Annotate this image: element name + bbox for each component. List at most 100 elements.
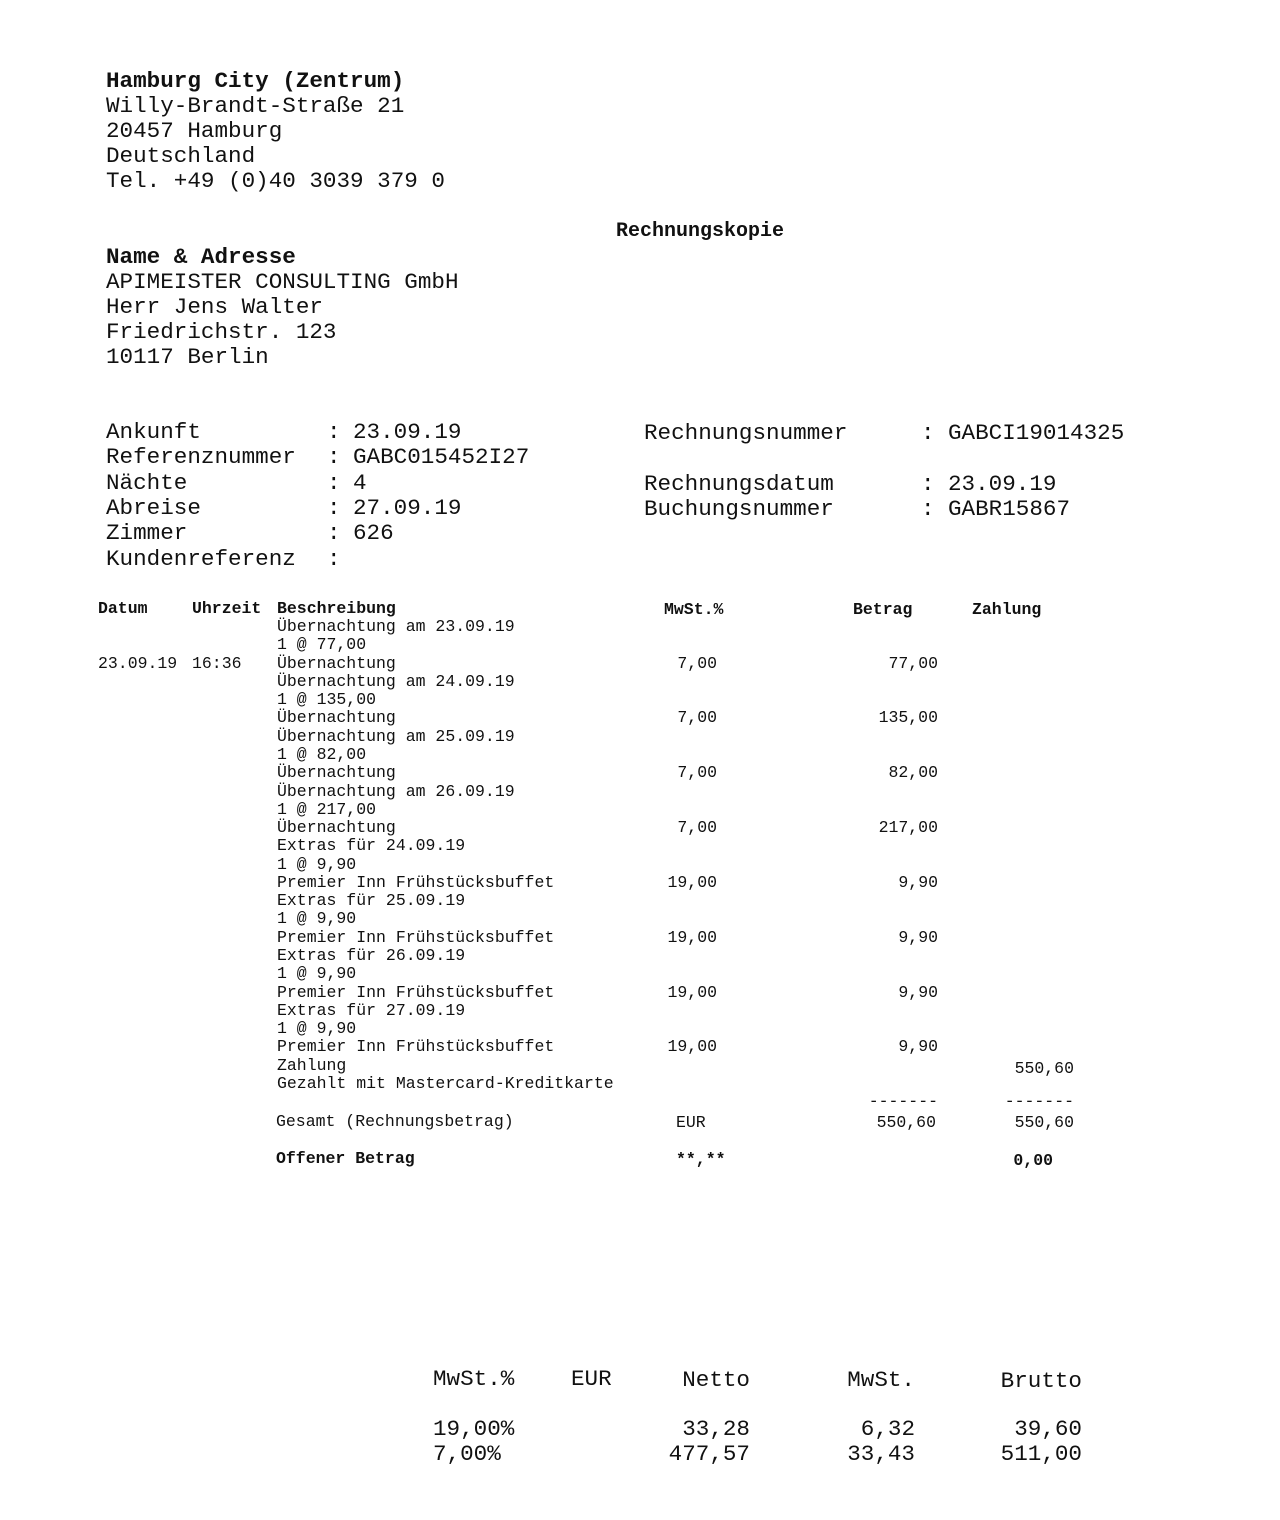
line-vat-rate: 7,00 — [677, 763, 717, 783]
line-description: 1 @ 135,00 — [277, 690, 377, 710]
tax-netto: 477,57 — [668, 1441, 750, 1467]
line-description: Premier Inn Frühstücksbuffet — [277, 927, 555, 947]
document-title: Rechnungskopie — [616, 220, 785, 243]
info-label: Ankunft — [106, 419, 201, 445]
line-vat-rate: 19,00 — [667, 872, 717, 892]
info-colon: : — [327, 545, 341, 572]
tax-header-rate: MwSt.% — [433, 1366, 515, 1392]
info-label: Rechnungsnummer — [644, 420, 848, 446]
line-description: Übernachtung — [277, 763, 396, 783]
tax-header-netto: Netto — [682, 1367, 750, 1393]
column-header-beschreibung: Beschreibung — [277, 599, 396, 618]
column-header-zahlung: Zahlung — [972, 600, 1042, 619]
line-time: 16:36 — [192, 653, 242, 673]
tax-mwst: 6,32 — [860, 1416, 915, 1442]
info-colon: : — [921, 496, 935, 522]
column-header-betrag: Betrag — [853, 600, 913, 619]
line-description: 1 @ 9,90 — [277, 1019, 357, 1039]
line-vat-rate: 7,00 — [677, 653, 717, 673]
line-description: Premier Inn Frühstücksbuffet — [277, 872, 555, 892]
line-description: 1 @ 9,90 — [277, 854, 357, 874]
info-label: Referenznummer — [106, 444, 296, 471]
line-description: Extras für 24.09.19 — [277, 836, 466, 856]
line-description: Übernachtung am 26.09.19 — [277, 781, 515, 801]
line-description: Übernachtung am 23.09.19 — [277, 617, 515, 636]
line-payment: 550,60 — [1014, 1058, 1074, 1078]
tax-rate: 7,00% — [433, 1441, 501, 1467]
info-value: 27.09.19 — [353, 494, 462, 521]
customer-street: Friedrichstr. 123 — [106, 319, 337, 345]
info-label: Buchungsnummer — [644, 496, 834, 522]
line-description: Extras für 26.09.19 — [277, 946, 466, 966]
open-amount-label: Offener Betrag — [276, 1149, 415, 1168]
info-value: 4 — [353, 469, 367, 496]
info-label: Rechnungsdatum — [644, 471, 834, 497]
info-colon: : — [327, 419, 341, 445]
line-description: 1 @ 77,00 — [277, 635, 367, 655]
line-description: Übernachtung am 25.09.19 — [277, 726, 515, 746]
tax-brutto: 511,00 — [1000, 1441, 1082, 1467]
tax-header-mwst: MwSt. — [847, 1367, 915, 1393]
open-amount-value: 0,00 — [1013, 1151, 1053, 1170]
separator: ------- — [868, 1092, 938, 1111]
hotel-name: Hamburg City (Zentrum) — [106, 68, 405, 94]
info-value: GABC015452I27 — [353, 444, 530, 471]
customer-heading: Name & Adresse — [106, 244, 296, 270]
column-header-datum: Datum — [98, 599, 148, 618]
tax-netto: 33,28 — [682, 1416, 750, 1442]
hotel-phone: Tel. +49 (0)40 3039 379 0 — [106, 168, 445, 194]
line-description: Extras für 25.09.19 — [277, 891, 466, 911]
line-vat-rate: 19,00 — [667, 982, 717, 1002]
info-colon: : — [327, 520, 341, 547]
line-vat-rate: 19,00 — [667, 1037, 717, 1057]
line-description: 1 @ 9,90 — [277, 909, 357, 929]
hotel-street: Willy-Brandt-Straße 21 — [106, 93, 405, 119]
line-amount: 82,00 — [888, 763, 938, 783]
info-label: Abreise — [106, 494, 201, 521]
column-header-mwst: MwSt.% — [664, 600, 724, 619]
info-value: 23.09.19 — [948, 471, 1057, 497]
info-colon: : — [921, 420, 935, 446]
tax-header-brutto: Brutto — [1000, 1368, 1082, 1394]
info-value: GABR15867 — [948, 496, 1071, 522]
customer-person: Herr Jens Walter — [106, 294, 323, 320]
info-label: Nächte — [106, 469, 188, 496]
line-amount: 9,90 — [898, 1037, 938, 1057]
line-description: Übernachtung — [277, 818, 396, 838]
open-vat: **,** — [676, 1150, 726, 1169]
line-description: Extras für 27.09.19 — [277, 1000, 466, 1020]
total-payment: 550,60 — [1014, 1113, 1074, 1132]
separator: ------- — [1004, 1092, 1074, 1111]
info-label: Zimmer — [106, 520, 188, 547]
info-colon: : — [327, 469, 341, 496]
line-description: 1 @ 217,00 — [277, 799, 377, 819]
tax-header-eur: EUR — [571, 1366, 612, 1392]
column-header-uhrzeit: Uhrzeit — [192, 599, 262, 618]
line-date: 23.09.19 — [98, 653, 178, 673]
info-value: 626 — [353, 520, 394, 547]
info-colon: : — [327, 494, 341, 521]
line-amount: 217,00 — [878, 818, 938, 838]
line-description: Premier Inn Frühstücksbuffet — [277, 1037, 555, 1057]
line-amount: 135,00 — [878, 708, 938, 728]
info-value: GABCI19014325 — [948, 420, 1125, 446]
tax-mwst: 33,43 — [847, 1441, 915, 1467]
info-label: Kundenreferenz — [106, 545, 296, 572]
total-label: Gesamt (Rechnungsbetrag) — [276, 1112, 514, 1131]
hotel-city: 20457 Hamburg — [106, 118, 283, 144]
total-amount: 550,60 — [876, 1113, 936, 1132]
info-value: 23.09.19 — [353, 419, 462, 445]
line-amount: 9,90 — [898, 927, 938, 947]
line-description: Übernachtung — [277, 653, 396, 673]
info-colon: : — [921, 471, 935, 497]
line-vat-rate: 7,00 — [677, 818, 717, 838]
line-description: 1 @ 82,00 — [277, 744, 367, 764]
line-amount: 9,90 — [898, 982, 938, 1002]
line-description: Zahlung — [277, 1055, 347, 1075]
line-vat-rate: 19,00 — [667, 927, 717, 947]
hotel-country: Deutschland — [106, 143, 256, 169]
info-colon: : — [327, 444, 341, 471]
customer-city: 10117 Berlin — [106, 344, 269, 370]
line-vat-rate: 7,00 — [677, 708, 717, 728]
line-amount: 9,90 — [898, 872, 938, 892]
